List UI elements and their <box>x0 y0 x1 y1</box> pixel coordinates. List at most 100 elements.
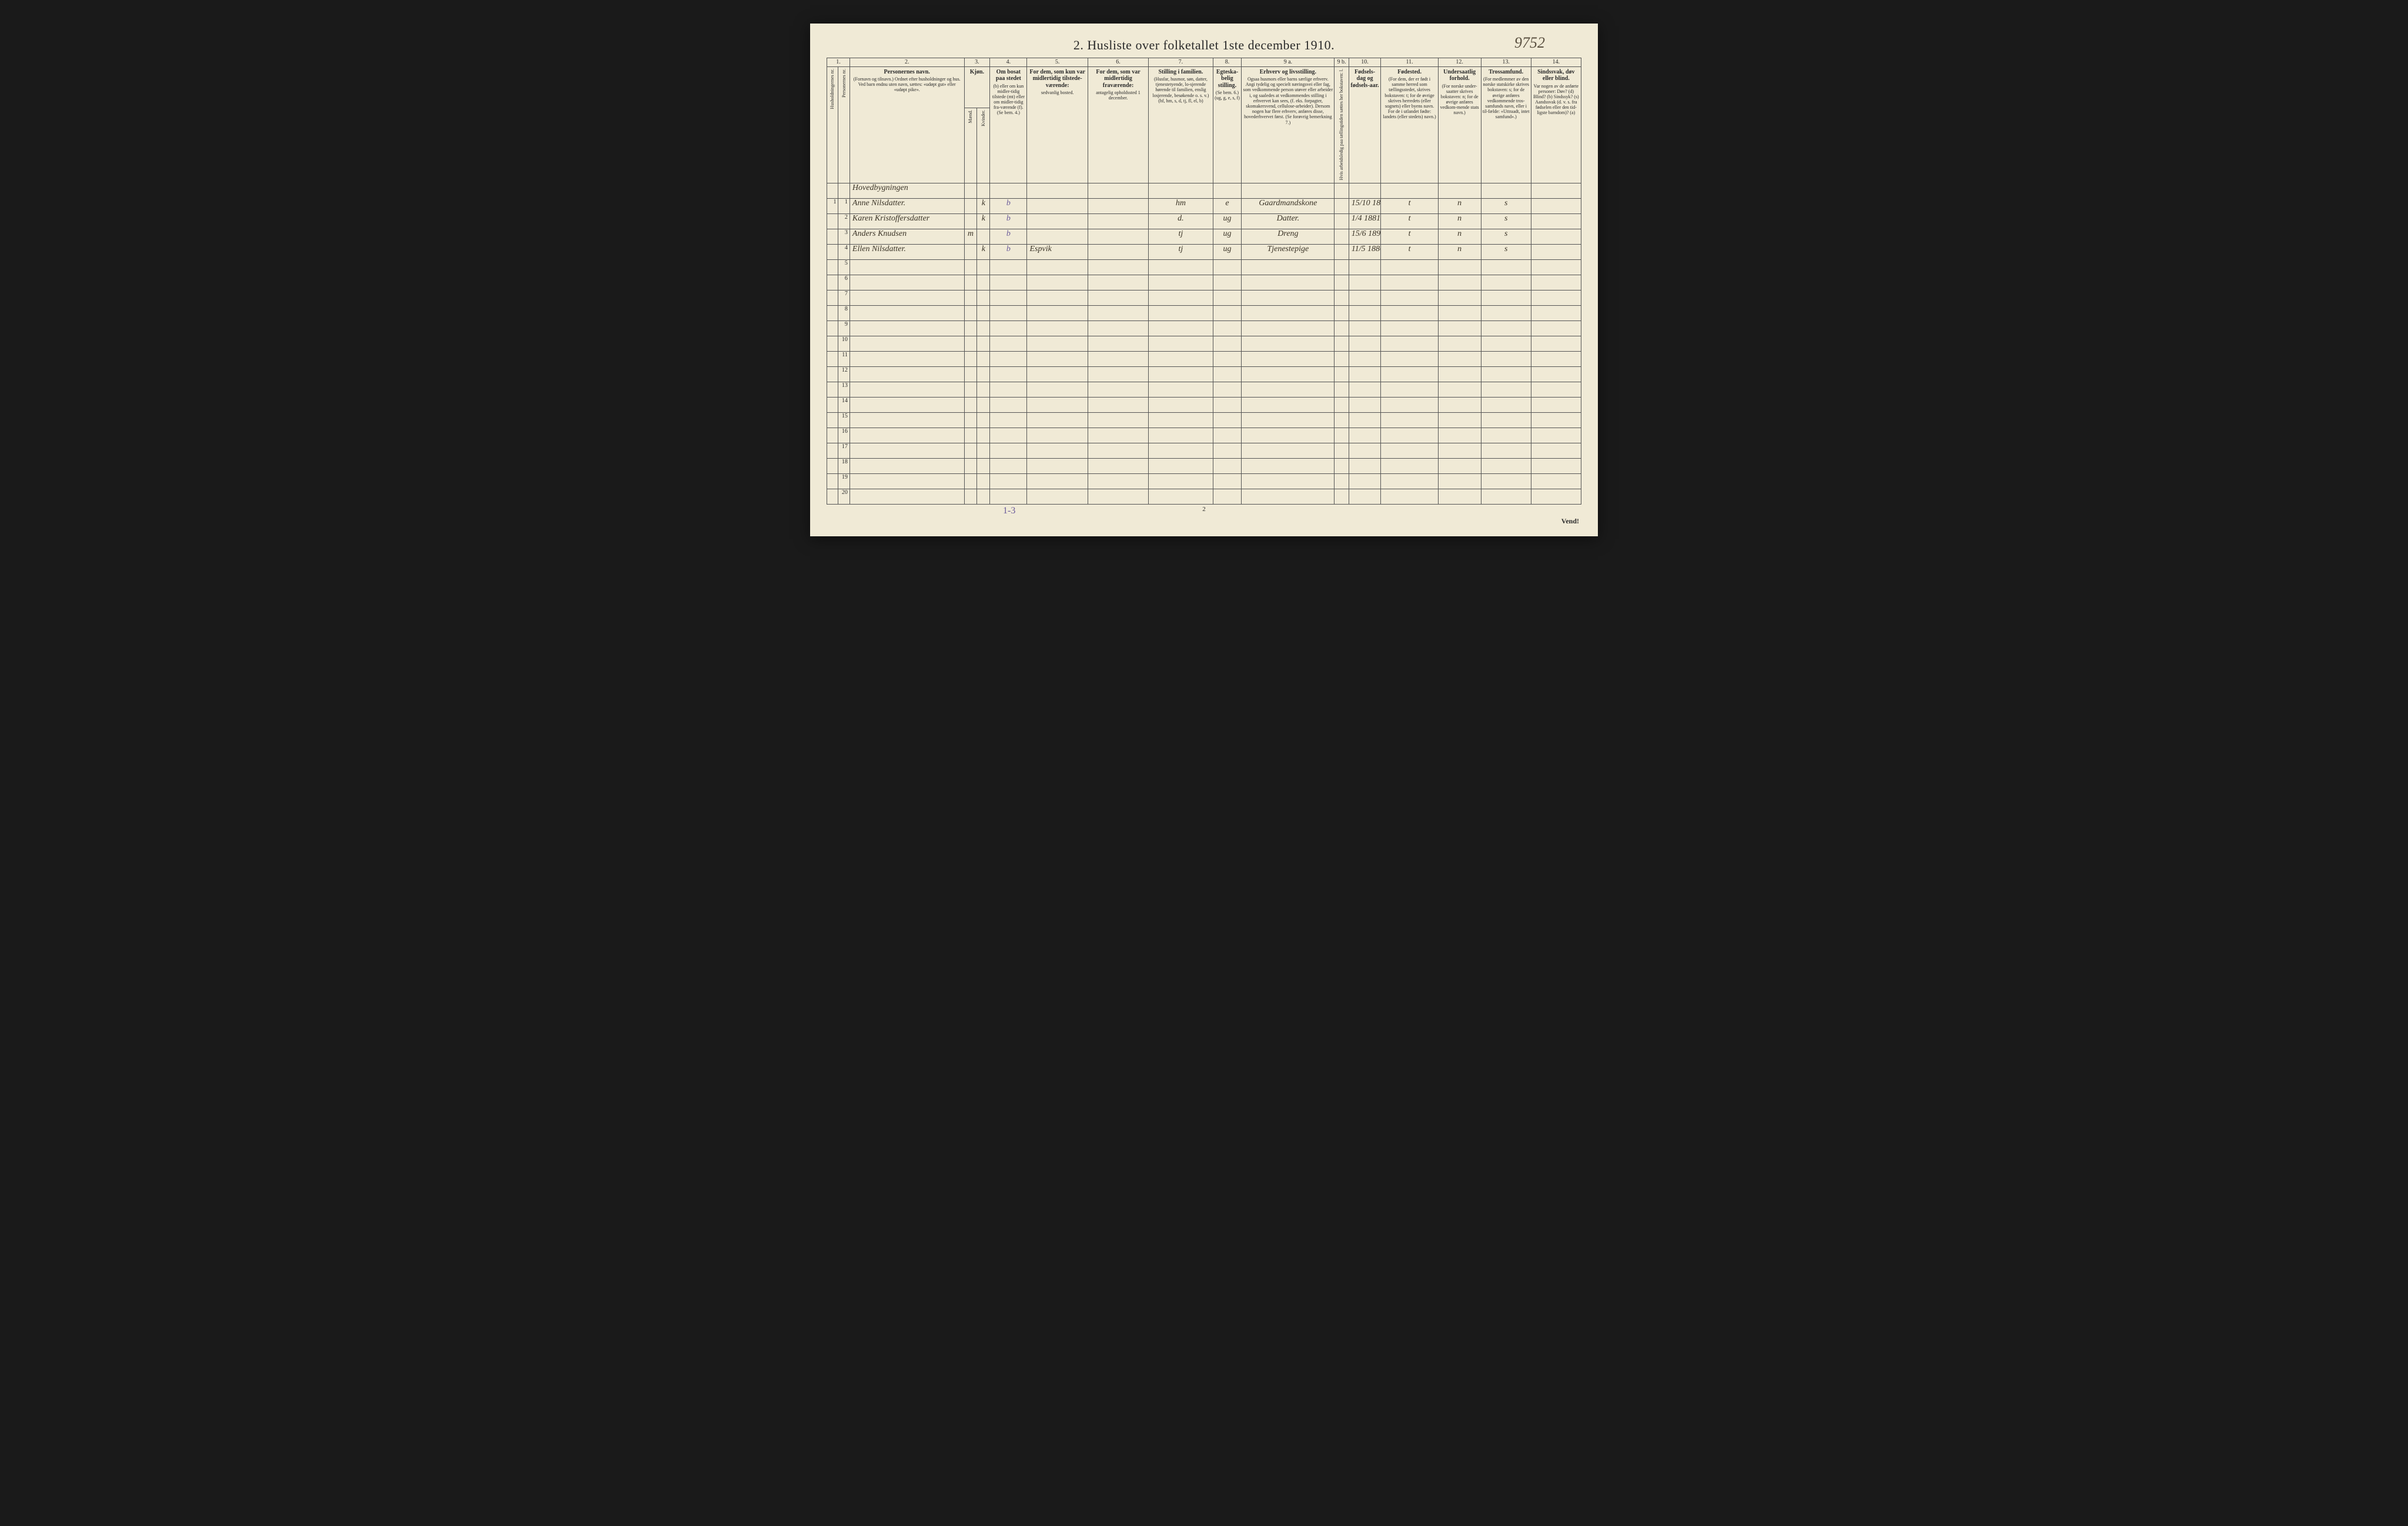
cell-blank <box>1149 474 1213 489</box>
cell-egte: ug <box>1213 245 1242 260</box>
cell-blank <box>1027 382 1088 398</box>
cell-blank <box>964 413 977 428</box>
cell-blank <box>1381 367 1438 382</box>
cell-blank <box>1149 398 1213 413</box>
table-row-empty: 10 <box>827 336 1581 352</box>
cell-blank <box>1438 489 1481 505</box>
cell-blank <box>1531 336 1581 352</box>
cell-blank <box>1531 321 1581 336</box>
table-row-empty: 5 <box>827 260 1581 275</box>
cell-sind <box>1531 199 1581 214</box>
cell-pnr: 19 <box>838 474 850 489</box>
hdr-sex-m: Mænd. <box>964 108 977 183</box>
cell-blank <box>964 382 977 398</box>
cell-blank <box>1088 183 1148 199</box>
colnum-14: 14. <box>1531 58 1581 67</box>
hdr-fravaerende: For dem, som var midlertidig fraværende:… <box>1088 66 1148 183</box>
cell-blank <box>1349 290 1381 306</box>
cell-sedvanlig: Espvik <box>1027 245 1088 260</box>
colnum-7: 7. <box>1149 58 1213 67</box>
cell-blank <box>990 290 1027 306</box>
table-row-empty: 14 <box>827 398 1581 413</box>
table-row-empty: 16 <box>827 428 1581 443</box>
cell-blank <box>1213 474 1242 489</box>
cell-blank <box>1335 398 1349 413</box>
cell-blank <box>977 306 990 321</box>
cell-blank <box>850 275 964 290</box>
cell-blank <box>1349 413 1381 428</box>
cell-name: Karen Kristoffersdatter <box>850 214 964 229</box>
cell-blank <box>1335 275 1349 290</box>
cell-blank <box>1149 260 1213 275</box>
cell-blank <box>1242 183 1335 199</box>
cell-tros: s <box>1481 245 1531 260</box>
cell-blank <box>1242 321 1335 336</box>
cell-egte: e <box>1213 199 1242 214</box>
cell-blank <box>1213 306 1242 321</box>
cell-blank <box>1349 474 1381 489</box>
cell-blank <box>1531 413 1581 428</box>
cell-blank <box>1481 183 1531 199</box>
cell-blank <box>964 367 977 382</box>
cell-blank <box>1027 275 1088 290</box>
cell-hnr <box>827 321 838 336</box>
cell-blank <box>850 428 964 443</box>
cell-blank <box>1481 290 1531 306</box>
table-row-empty: 13 <box>827 382 1581 398</box>
cell-blank <box>850 306 964 321</box>
vend-label: Vend! <box>1561 517 1579 526</box>
cell-blank <box>1027 336 1088 352</box>
cell-hnr <box>827 229 838 245</box>
cell-blank <box>1027 290 1088 306</box>
cell-blank <box>977 443 990 459</box>
cell-blank <box>1381 398 1438 413</box>
cell-blank <box>1149 306 1213 321</box>
cell-blank <box>1335 474 1349 489</box>
cell-blank <box>977 428 990 443</box>
cell-sex-k: k <box>977 245 990 260</box>
cell-erhverv: Tjenestepige <box>1242 245 1335 260</box>
cell-pnr: 4 <box>838 245 850 260</box>
cell-blank <box>1531 382 1581 398</box>
cell-blank <box>1349 459 1381 474</box>
cell-hnr <box>827 245 838 260</box>
cell-blank <box>964 183 977 199</box>
cell-blank <box>1088 306 1148 321</box>
cell-hnr <box>827 367 838 382</box>
cell-blank <box>1149 428 1213 443</box>
cell-egte: ug <box>1213 214 1242 229</box>
cell-blank <box>977 413 990 428</box>
cell-blank <box>1088 382 1148 398</box>
cell-blank <box>1242 398 1335 413</box>
cell-blank <box>1349 443 1381 459</box>
cell-blank <box>1349 489 1381 505</box>
colnum-9b: 9 b. <box>1335 58 1349 67</box>
cell-blank <box>990 336 1027 352</box>
cell-blank <box>1027 474 1088 489</box>
cell-blank <box>1481 474 1531 489</box>
cell-blank <box>964 306 977 321</box>
cell-fsted: t <box>1381 245 1438 260</box>
cell-blank <box>850 398 964 413</box>
hdr-sex: Kjøn. <box>964 66 990 108</box>
cell-blank <box>990 398 1027 413</box>
cell-blank <box>1349 260 1381 275</box>
cell-blank <box>1531 367 1581 382</box>
cell-blank <box>1481 321 1531 336</box>
cell-fsted: t <box>1381 199 1438 214</box>
cell-blank <box>1213 459 1242 474</box>
cell-blank <box>1213 413 1242 428</box>
hdr-sedvanlig: For dem, som kun var midlertidig tilsted… <box>1027 66 1088 183</box>
cell-sex-m <box>964 214 977 229</box>
cell-blank <box>977 489 990 505</box>
cell-blank <box>1088 413 1148 428</box>
cell-blank <box>1335 382 1349 398</box>
cell-blank <box>1349 428 1381 443</box>
cell-pnr: 8 <box>838 306 850 321</box>
cell-blank <box>1027 306 1088 321</box>
hdr-person-nr: Personernes nr. <box>838 66 850 183</box>
cell-blank <box>1481 382 1531 398</box>
cell-blank <box>1349 398 1381 413</box>
hdr-sindssvak: Sindssvak, døv eller blind. Var nogen av… <box>1531 66 1581 183</box>
cell-blank <box>850 382 964 398</box>
